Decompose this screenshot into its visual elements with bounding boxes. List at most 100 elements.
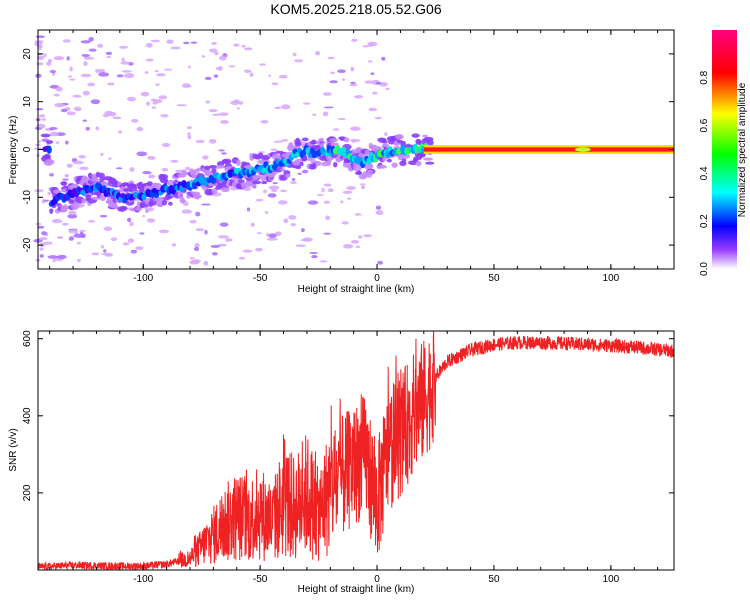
spectrogram-noise-cell bbox=[361, 185, 366, 190]
spectrogram-noise-cell bbox=[87, 219, 96, 223]
spectrogram-spread-cell bbox=[420, 154, 426, 158]
spectrogram-noise-cell bbox=[244, 69, 252, 74]
spectrogram-noise-cell bbox=[368, 107, 378, 112]
spectrogram-noise-cell bbox=[80, 233, 86, 239]
spectrogram-noise-cell bbox=[182, 201, 189, 207]
spectrogram-noise-cell bbox=[349, 83, 358, 87]
spectrogram-spread-cell bbox=[295, 165, 302, 170]
spectrogram-noise-cell bbox=[62, 178, 69, 181]
spectrogram-noise-cell bbox=[36, 123, 46, 129]
spectrogram-noise-cell bbox=[250, 222, 255, 227]
spectrogram-noise-cell bbox=[189, 219, 197, 224]
spectrogram-noise-cell bbox=[105, 51, 113, 56]
spectrogram-noise-cell bbox=[187, 134, 192, 140]
spectrogram-noise-cell bbox=[358, 235, 363, 239]
spectrogram-noise-cell bbox=[95, 69, 99, 74]
spectrogram-noise-cell bbox=[280, 189, 287, 193]
spectrogram-noise-cell bbox=[375, 205, 382, 210]
spectrogram-noise-cell bbox=[103, 249, 107, 253]
spectrogram-noise-cell bbox=[346, 186, 356, 190]
spectrogram-noise-cell bbox=[46, 61, 52, 66]
spectrogram-noise-cell bbox=[104, 252, 113, 257]
spectrogram-noise-cell bbox=[37, 225, 45, 229]
spectrogram-noise-cell bbox=[195, 228, 205, 232]
spectrogram-spread-cell bbox=[211, 188, 218, 195]
spectrogram-noise-cell bbox=[341, 78, 346, 81]
spectrogram-spread-cell bbox=[381, 139, 388, 144]
spectrogram-noise-cell bbox=[371, 91, 378, 95]
spectrogram-noise-cell bbox=[145, 42, 153, 48]
spectrogram-noise-cell bbox=[130, 118, 139, 123]
spectrogram-noise-cell bbox=[340, 200, 344, 204]
spectrogram-spread-cell bbox=[81, 175, 88, 182]
spectrogram-noise-cell bbox=[79, 166, 89, 171]
spectrogram-spread-cell bbox=[318, 137, 325, 142]
spectrogram-spread-cell bbox=[362, 171, 368, 178]
spectrogram-spread-cell bbox=[273, 171, 278, 175]
spectrogram-noise-cell bbox=[60, 108, 68, 113]
spectrogram-marks bbox=[33, 35, 674, 266]
spectrogram-noise-cell bbox=[69, 78, 76, 81]
spectrogram-noise-cell bbox=[238, 256, 246, 260]
spectrogram-noise-cell bbox=[170, 46, 181, 50]
spectrogram-noise-cell bbox=[88, 48, 97, 52]
spectrogram-noise-cell bbox=[283, 218, 289, 224]
spectrogram-noise-cell bbox=[374, 116, 382, 120]
spectrogram-noise-cell bbox=[208, 109, 218, 113]
spectrogram-noise-cell bbox=[136, 126, 144, 132]
spectrogram-noise-cell bbox=[315, 50, 321, 56]
spectrogram-noise-cell bbox=[208, 139, 217, 144]
spectrogram-noise-cell bbox=[66, 163, 73, 168]
spectrogram-noise-cell bbox=[369, 42, 374, 47]
spectrogram-spread-cell bbox=[357, 170, 362, 175]
spectrogram-noise-cell bbox=[309, 251, 319, 255]
spectrogram-spread-cell bbox=[236, 159, 241, 166]
spectrogram-noise-cell bbox=[121, 57, 125, 63]
spectrogram-spread-cell bbox=[422, 134, 428, 138]
spectrogram-noise-cell bbox=[350, 81, 356, 85]
spectrogram-noise-cell bbox=[48, 127, 58, 130]
spectrogram-spread-cell bbox=[352, 164, 362, 172]
spectrogram-noise-cell bbox=[53, 56, 65, 61]
spectrogram-y-tick-label: 0 bbox=[22, 146, 33, 152]
spectrogram-noise-cell bbox=[342, 190, 353, 194]
spectrogram-spread-cell bbox=[168, 201, 173, 206]
spectrogram-noise-cell bbox=[375, 210, 384, 216]
spectrogram-noise-cell bbox=[355, 245, 361, 249]
spectrogram-spread-cell bbox=[350, 149, 357, 153]
spectrogram-spread-cell bbox=[377, 164, 387, 169]
spectrogram-noise-cell bbox=[349, 126, 361, 131]
spectrogram-noise-cell bbox=[145, 58, 154, 62]
spectrogram-noise-cell bbox=[43, 53, 47, 58]
spectrogram-noise-cell bbox=[323, 106, 334, 109]
spectrogram-spread-cell bbox=[81, 198, 87, 204]
spectrogram-spread-cell bbox=[310, 139, 317, 145]
spectrogram-noise-cell bbox=[266, 233, 270, 237]
spectrogram-noise-cell bbox=[64, 174, 69, 178]
spectrogram-noise-cell bbox=[367, 60, 373, 63]
spectrogram-noise-cell bbox=[186, 126, 193, 130]
spectrogram-noise-cell bbox=[135, 246, 144, 251]
spectrogram-noise-cell bbox=[321, 187, 325, 193]
snr-x-tick-label: -100 bbox=[133, 574, 153, 585]
spectrogram-noise-cell bbox=[99, 214, 108, 218]
spectrogram-noise-cell bbox=[325, 215, 331, 221]
spectrogram-noise-cell bbox=[120, 61, 130, 65]
spectrogram-noise-cell bbox=[270, 148, 279, 151]
spectrogram-noise-cell bbox=[66, 111, 76, 116]
spectrogram-x-label: Height of straight line (km) bbox=[298, 284, 415, 295]
spectrogram-noise-cell bbox=[267, 193, 277, 198]
colorbar: 0.0 0.2 0.4 0.6 0.8 Normalized spectral ampl… bbox=[699, 30, 748, 276]
spectrogram-noise-cell bbox=[90, 99, 101, 105]
spectrogram-spread-cell bbox=[153, 182, 162, 188]
spectrogram-noise-cell bbox=[211, 252, 218, 256]
spectrogram-noise-cell bbox=[73, 106, 82, 112]
spectrogram-spread-cell bbox=[40, 133, 51, 138]
spectrogram-noise-cell bbox=[363, 234, 373, 238]
spectrogram-noise-cell bbox=[205, 100, 211, 104]
spectrogram-noise-cell bbox=[186, 84, 192, 88]
spectrogram-noise-cell bbox=[78, 155, 86, 159]
spectrogram-spread-cell bbox=[327, 157, 332, 163]
spectrogram-noise-cell bbox=[35, 107, 44, 111]
spectrogram-noise-cell bbox=[156, 73, 166, 77]
